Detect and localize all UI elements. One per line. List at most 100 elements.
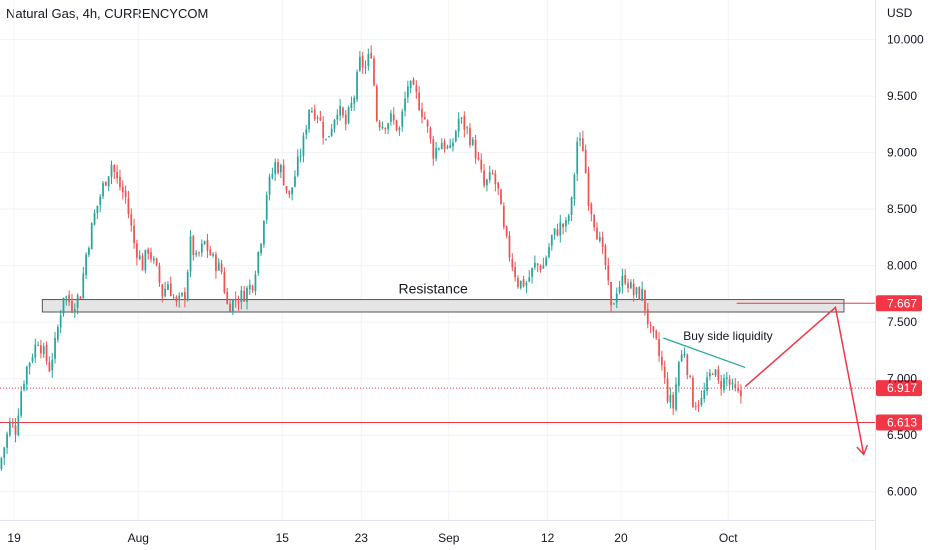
x-tick-label: 23 [355,531,369,545]
candle-body [6,433,8,448]
candle-body [48,362,51,372]
candle-body [706,377,708,392]
candle-body [694,406,697,408]
x-tick-label: 20 [614,531,628,545]
candle-body [522,279,525,287]
upper-level-badge [876,295,922,312]
candle-body [525,282,528,286]
candle-body [124,190,127,198]
candle-body [418,92,421,111]
candle-body [186,272,189,301]
candle-body [517,278,519,287]
candle-body [138,255,141,259]
resistance-label: Resistance [399,281,468,297]
candle-body [435,147,437,159]
candle-body [206,239,209,251]
candle-body [737,388,739,391]
candle-body [655,330,658,339]
candle-body [121,186,124,193]
candle-body [658,339,660,356]
candle-body [302,135,305,157]
candle-body [598,236,601,242]
candle-body [638,287,641,300]
candle-body [494,173,497,184]
candle-body [452,142,454,147]
candle-body [353,97,356,104]
currency-label: USD [887,6,913,20]
candle-body [99,196,102,205]
candle-body [172,296,175,298]
candle-body [709,372,711,377]
candle-body [243,290,246,302]
candle-body [443,141,446,150]
candle-body [195,252,198,255]
candle-body [677,362,680,387]
candle-body [152,258,155,261]
candle-body [130,214,133,226]
candle-body [192,236,195,256]
candle-body [223,271,226,293]
candle-body [593,215,596,228]
candle-body [519,280,522,289]
candle-body [82,273,85,299]
grid [0,0,875,520]
candle-body [463,116,466,130]
candle-body [531,267,533,277]
candle-body [689,375,691,377]
x-tick-label: Sep [438,531,460,545]
candle-body [299,155,302,157]
candle-body [601,237,604,247]
candle-body [330,128,333,136]
candle-body [460,117,463,119]
candle-body [714,369,717,376]
candle-body [604,245,607,266]
candle-body [502,206,505,228]
candle-body [234,298,237,301]
candle-body [621,275,624,287]
candle-body [675,384,677,410]
candle-body [17,415,20,435]
candle-body [731,382,734,385]
candle-body [613,303,615,305]
candle-body [248,284,251,290]
candle-body [392,114,395,121]
candle-body [384,128,387,130]
candle-body [107,176,110,187]
candle-body [28,362,31,368]
candle-body [573,174,576,200]
candle-body [3,447,6,458]
candle-body [359,56,361,71]
candle-body [254,274,257,292]
candle-body [618,286,621,293]
candle-body [415,85,418,92]
candle-body [203,241,206,244]
candle-body [423,117,426,120]
candle-body [136,243,138,258]
candle-body [164,288,166,297]
projection-arrowhead [856,444,869,456]
candle-body [641,288,644,301]
candle-body [361,56,364,68]
candle-body [34,344,37,358]
candle-body [421,108,423,118]
candle-body [144,249,147,271]
candle-body [110,164,113,177]
candle-body [446,146,449,149]
candle-body [279,165,282,173]
candle-body [37,344,39,346]
candle-body [615,293,618,303]
candle-body [508,235,511,258]
candle-body [268,176,271,195]
candle-body [590,204,593,215]
candle-body [565,220,567,227]
candle-body [0,457,3,469]
candle-body [401,111,404,127]
candle-body [576,141,579,174]
candle-body [406,86,409,98]
candle-body [457,118,460,132]
liquidity-trendline [663,337,746,368]
candle-body [610,282,612,306]
candle-body [246,288,248,302]
candle-body [367,54,370,67]
